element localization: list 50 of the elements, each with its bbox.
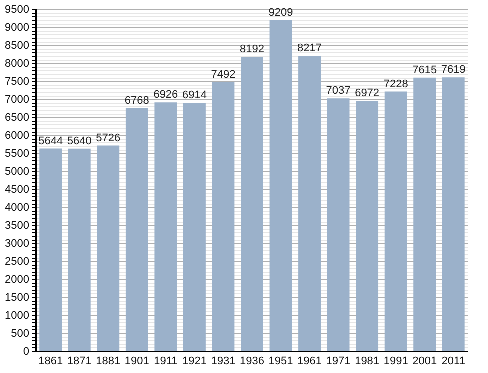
data-label: 5640 <box>67 135 92 148</box>
y-tick-label: 5000 <box>4 166 30 178</box>
x-tick-label: 1971 <box>326 355 351 368</box>
y-tick-label: 7500 <box>4 76 30 88</box>
y-tick-label: 9000 <box>4 22 30 34</box>
x-tick-label: 1951 <box>268 355 294 368</box>
data-label: 8192 <box>240 44 264 56</box>
y-tick-label: 7000 <box>4 94 30 106</box>
x-tick-label: 1881 <box>96 355 121 368</box>
data-label: 7619 <box>441 64 466 76</box>
y-tick-label: 5500 <box>4 148 30 160</box>
x-tick-label: 2001 <box>412 355 438 368</box>
y-tick-label: 6500 <box>4 112 30 124</box>
x-tick-label: 1961 <box>298 355 322 368</box>
data-label: 6972 <box>355 87 380 100</box>
data-label: 7228 <box>384 78 408 90</box>
x-tick-label: 1911 <box>154 355 178 368</box>
data-label: 6768 <box>124 94 150 107</box>
x-tick-label: 1936 <box>240 355 264 368</box>
y-tick-label: 4000 <box>4 202 30 214</box>
y-tick-label: 8000 <box>4 58 30 70</box>
data-label: 8217 <box>298 42 322 55</box>
x-tick-label: 1901 <box>124 355 150 368</box>
x-tick-label: 2011 <box>442 355 466 368</box>
y-tick-label: 4500 <box>4 184 30 196</box>
y-tick-label: 2500 <box>4 256 30 268</box>
data-label: 7615 <box>412 64 438 76</box>
y-tick-label: 9500 <box>4 4 30 16</box>
y-tick-label: 3500 <box>4 220 30 232</box>
y-tick-label: 500 <box>11 328 30 340</box>
y-tick-label: 2000 <box>4 274 30 286</box>
y-tick-label: 1500 <box>4 292 30 304</box>
data-label: 7037 <box>326 85 351 98</box>
data-label: 5644 <box>38 135 64 148</box>
y-tick-label: 0 <box>23 346 30 358</box>
y-tick-label: 3000 <box>4 238 30 250</box>
data-label: 6926 <box>154 89 178 102</box>
x-tick-label: 1871 <box>67 355 92 368</box>
x-tick-label: 1931 <box>211 355 236 368</box>
y-tick-label: 1000 <box>4 310 30 322</box>
data-label: 6914 <box>182 90 207 102</box>
data-label: 9209 <box>268 7 294 19</box>
x-tick-label: 1981 <box>355 355 380 368</box>
x-tick-label: 1921 <box>182 355 207 368</box>
y-tick-label: 8500 <box>4 40 30 52</box>
data-label: 7492 <box>211 68 236 81</box>
y-tick-label: 6000 <box>4 130 30 142</box>
data-label: 5726 <box>96 132 121 144</box>
x-tick-label: 1861 <box>38 355 64 368</box>
x-tick-label: 1991 <box>384 355 408 368</box>
